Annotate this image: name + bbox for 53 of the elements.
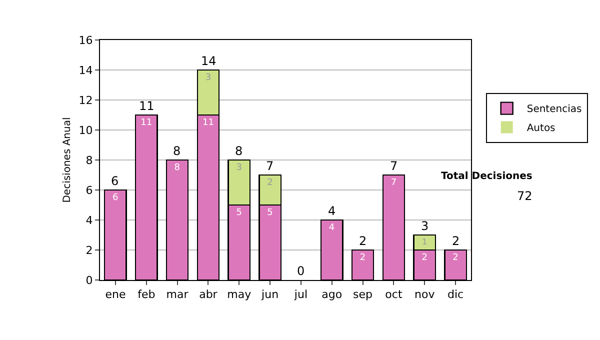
y-tick-label: 2 bbox=[86, 244, 93, 257]
legend-label: Autos bbox=[526, 123, 556, 134]
total-label: 3 bbox=[421, 219, 429, 233]
x-tick-label: mar bbox=[166, 288, 189, 302]
x-tick-label: abr bbox=[199, 288, 218, 302]
x-tick-label: feb bbox=[138, 288, 156, 302]
text: 72 bbox=[517, 189, 532, 203]
data-label: 11 bbox=[140, 118, 152, 128]
data-label: 3 bbox=[236, 163, 242, 173]
y-tick-label: 10 bbox=[78, 124, 93, 137]
y-tick-label: 8 bbox=[86, 154, 93, 167]
y-tick-label: 12 bbox=[78, 94, 93, 107]
y-tick-label: 0 bbox=[86, 274, 93, 287]
y-tick-label: 16 bbox=[78, 34, 93, 47]
y-axis-title: Decisiones Anual bbox=[62, 117, 73, 203]
x-tick-label: oct bbox=[385, 288, 403, 302]
y-tick-label: 4 bbox=[86, 214, 93, 227]
x-tick-label: ene bbox=[105, 288, 126, 302]
total-label: 2 bbox=[452, 234, 460, 248]
data-label: 8 bbox=[174, 163, 180, 173]
total-label: 0 bbox=[297, 264, 305, 278]
data-label: 3 bbox=[205, 73, 212, 83]
data-label: 2 bbox=[360, 253, 366, 263]
data-label: 2 bbox=[267, 178, 273, 188]
data-label: 2 bbox=[452, 253, 458, 263]
y-tick-label: 14 bbox=[78, 64, 93, 77]
data-label: 4 bbox=[328, 223, 335, 233]
data-label: 5 bbox=[236, 208, 242, 218]
x-tick-label: nov bbox=[414, 288, 436, 302]
legend-label: Sentencias bbox=[526, 104, 582, 116]
data-label: 11 bbox=[202, 118, 214, 128]
data-label: 1 bbox=[422, 236, 428, 246]
y-tick-label: 6 bbox=[86, 184, 93, 197]
total-label: 7 bbox=[266, 159, 274, 173]
data-label: 6 bbox=[112, 193, 118, 203]
total-label: 11 bbox=[139, 99, 154, 113]
x-tick-label: jun bbox=[260, 288, 279, 302]
x-tick-label: dic bbox=[447, 288, 464, 302]
x-tick-label: may bbox=[227, 288, 252, 302]
x-tick-label: jul bbox=[293, 288, 308, 302]
x-tick-label: sep bbox=[353, 288, 373, 302]
annotation: Total Decisiones bbox=[441, 171, 532, 182]
total-label: 7 bbox=[390, 159, 398, 173]
total-label: 2 bbox=[359, 234, 367, 248]
total-label: 8 bbox=[173, 144, 181, 158]
total-label: 6 bbox=[111, 174, 119, 188]
total-label: 4 bbox=[328, 204, 336, 218]
data-label: 7 bbox=[390, 178, 397, 188]
total-label: 8 bbox=[235, 144, 243, 158]
data-label: 2 bbox=[422, 253, 428, 263]
data-label: 5 bbox=[267, 208, 273, 218]
total-label: 14 bbox=[201, 54, 216, 68]
x-tick-label: ago bbox=[322, 288, 342, 302]
